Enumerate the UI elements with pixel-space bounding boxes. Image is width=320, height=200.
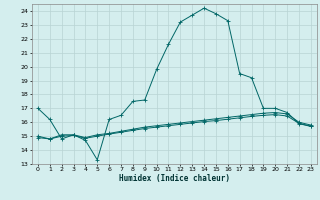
X-axis label: Humidex (Indice chaleur): Humidex (Indice chaleur): [119, 174, 230, 183]
